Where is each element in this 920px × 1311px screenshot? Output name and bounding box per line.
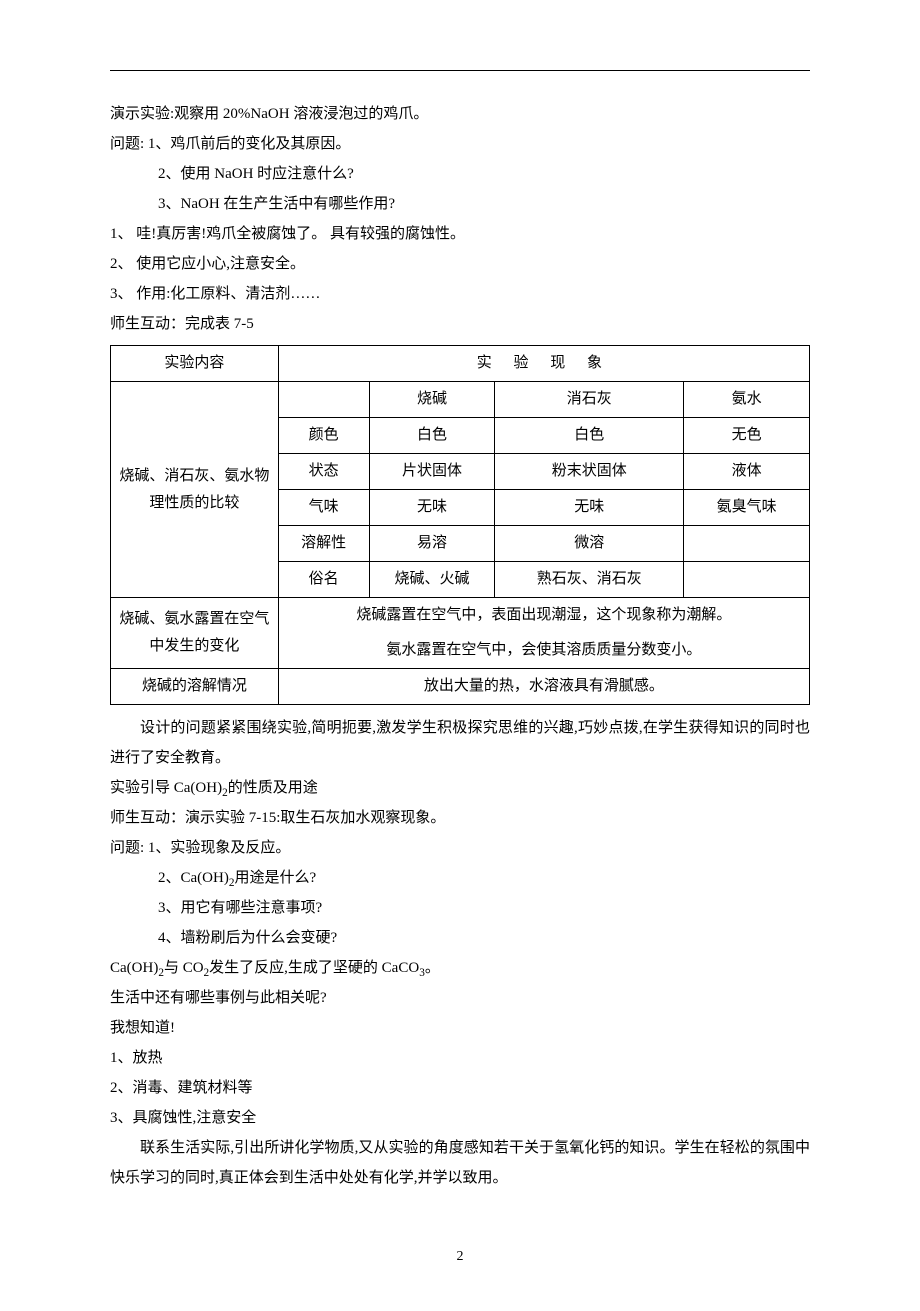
cell-prop: 颜色: [278, 418, 369, 454]
header-right-text: 实 验 现 象: [477, 355, 611, 371]
para-summary: 联系生活实际,引出所讲化学物质,又从实验的角度感知若干关于氢氧化钙的知识。学生在…: [110, 1133, 810, 1193]
cell-val: 易溶: [369, 526, 495, 562]
cell-val: 无味: [369, 490, 495, 526]
header-rule: [110, 70, 810, 71]
cell-val: [684, 526, 810, 562]
page-number: 2: [110, 1243, 810, 1271]
cell-val: 片状固体: [369, 454, 495, 490]
seg: 实验引导 Ca(OH): [110, 780, 222, 796]
para-caoh-intro: 实验引导 Ca(OH)2的性质及用途: [110, 773, 810, 803]
table-row: 烧碱的溶解情况 放出大量的热，水溶液具有滑腻感。: [111, 669, 810, 705]
cell-col-a: 烧碱: [369, 382, 495, 418]
para-q3: 3、用它有哪些注意事项?: [110, 893, 810, 923]
seg: 2、Ca(OH): [158, 870, 229, 886]
cell-val: 烧碱、火碱: [369, 562, 495, 598]
cell-header-left: 实验内容: [111, 346, 279, 382]
para-want: 我想知道!: [110, 1013, 810, 1043]
cell-row2-text1: 烧碱露置在空气中，表面出现潮湿，这个现象称为潮解。: [278, 598, 809, 634]
table-row: 烧碱、氨水露置在空气中发生的变化 烧碱露置在空气中，表面出现潮湿，这个现象称为潮…: [111, 598, 810, 634]
line-q3: 3、NaOH 在生产生活中有哪些作用?: [110, 189, 810, 219]
para-ans1: 1、放热: [110, 1043, 810, 1073]
line-q2: 2、使用 NaOH 时应注意什么?: [110, 159, 810, 189]
cell-col-b: 消石灰: [495, 382, 684, 418]
seg: 发生了反应,生成了坚硬的 CaCO: [209, 960, 419, 976]
cell-row2-label: 烧碱、氨水露置在空气中发生的变化: [111, 598, 279, 669]
line-demo: 演示实验:观察用 20%NaOH 溶液浸泡过的鸡爪。: [110, 99, 810, 129]
cell-val: 氨臭气味: [684, 490, 810, 526]
para-q1: 问题: 1、实验现象及反应。: [110, 833, 810, 863]
para-design: 设计的问题紧紧围绕实验,简明扼要,激发学生积极探究思维的兴趣,巧妙点拨,在学生获…: [110, 713, 810, 773]
para-life: 生活中还有哪些事例与此相关呢?: [110, 983, 810, 1013]
seg: 用途是什么?: [234, 870, 316, 886]
cell-prop: 溶解性: [278, 526, 369, 562]
cell-row3-label: 烧碱的溶解情况: [111, 669, 279, 705]
table-row: 烧碱、消石灰、氨水物理性质的比较 烧碱 消石灰 氨水: [111, 382, 810, 418]
cell-val: 微溶: [495, 526, 684, 562]
line-a1: 1、 哇!真厉害!鸡爪全被腐蚀了。 具有较强的腐蚀性。: [110, 219, 810, 249]
line-a2: 2、 使用它应小心,注意安全。: [110, 249, 810, 279]
para-reaction: Ca(OH)2与 CO2发生了反应,生成了坚硬的 CaCO3。: [110, 953, 810, 983]
cell-val: 无色: [684, 418, 810, 454]
line-interaction: 师生互动：完成表 7-5: [110, 309, 810, 339]
cell-val: 熟石灰、消石灰: [495, 562, 684, 598]
cell-row1-label: 烧碱、消石灰、氨水物理性质的比较: [111, 382, 279, 598]
table-row: 实验内容 实 验 现 象: [111, 346, 810, 382]
para-exp715: 师生互动：演示实验 7-15:取生石灰加水观察现象。: [110, 803, 810, 833]
cell-prop: 气味: [278, 490, 369, 526]
cell-prop: 俗名: [278, 562, 369, 598]
cell-col-c: 氨水: [684, 382, 810, 418]
seg: 与 CO: [164, 960, 204, 976]
para-q4: 4、墙粉刷后为什么会变硬?: [110, 923, 810, 953]
cell-val: 液体: [684, 454, 810, 490]
line-q-header: 问题: 1、鸡爪前后的变化及其原因。: [110, 129, 810, 159]
seg: 的性质及用途: [228, 780, 318, 796]
seg: Ca(OH): [110, 960, 158, 976]
seg: 。: [425, 960, 440, 976]
cell-val: [684, 562, 810, 598]
cell-val: 白色: [369, 418, 495, 454]
cell-row3-text: 放出大量的热，水溶液具有滑腻感。: [278, 669, 809, 705]
para-ans2: 2、消毒、建筑材料等: [110, 1073, 810, 1103]
cell-header-right: 实 验 现 象: [278, 346, 809, 382]
cell-prop: 状态: [278, 454, 369, 490]
line-a3: 3、 作用:化工原料、清洁剂……: [110, 279, 810, 309]
comparison-table: 实验内容 实 验 现 象 烧碱、消石灰、氨水物理性质的比较 烧碱 消石灰 氨水 …: [110, 345, 810, 705]
para-ans3: 3、具腐蚀性,注意安全: [110, 1103, 810, 1133]
cell-val: 无味: [495, 490, 684, 526]
cell-val: 粉末状固体: [495, 454, 684, 490]
para-q2: 2、Ca(OH)2用途是什么?: [110, 863, 810, 893]
cell-row2-text2: 氨水露置在空气中，会使其溶质质量分数变小。: [278, 633, 809, 669]
cell-val: 白色: [495, 418, 684, 454]
